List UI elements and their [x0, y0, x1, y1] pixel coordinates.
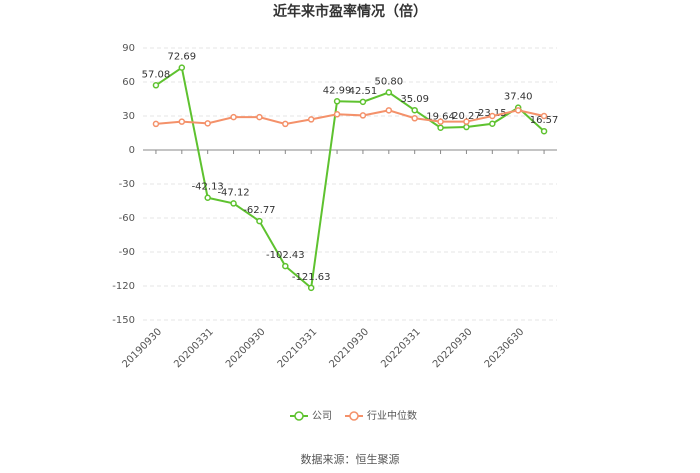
y-tick-label: 60 [122, 77, 135, 88]
point [463, 123, 470, 131]
data-label: 42.51 [349, 86, 378, 97]
point [152, 82, 160, 89]
data-label: -121.63 [292, 272, 331, 283]
point [540, 112, 548, 120]
legend-marker [349, 411, 359, 421]
point [204, 120, 211, 127]
point [282, 262, 289, 270]
data-label: 19.64 [426, 112, 455, 123]
point [230, 113, 237, 121]
x-tick-label: 20210331 [276, 326, 320, 370]
point [256, 217, 263, 225]
point [385, 107, 393, 114]
data-label: 72.69 [167, 52, 196, 63]
point [178, 118, 186, 125]
point [385, 89, 393, 96]
series-line [155, 65, 545, 290]
point [489, 112, 496, 120]
point [489, 120, 496, 128]
legend-marker [294, 411, 304, 421]
y-tick-label: 30 [122, 111, 135, 122]
data-label: 35.09 [400, 94, 429, 105]
x-tick-label: 20200930 [224, 326, 268, 370]
point [282, 120, 289, 128]
y-tick-label: -120 [112, 281, 135, 292]
y-tick-label: -60 [119, 213, 135, 224]
data-label: -42.13 [192, 182, 224, 193]
data-label: -62.77 [243, 205, 275, 216]
source: 数据来源：恒生聚源 [301, 452, 400, 466]
data-label: 16.57 [530, 115, 559, 126]
legend-label: 行业中位数 [367, 409, 417, 422]
y-tick-label: 0 [129, 145, 135, 156]
point [307, 116, 315, 123]
point [204, 194, 211, 201]
x-tick-label: 20190930 [120, 326, 164, 370]
series-line [155, 109, 545, 125]
point [230, 200, 237, 207]
point [411, 106, 418, 114]
point [178, 64, 186, 71]
point [359, 98, 367, 106]
point [333, 98, 341, 105]
point [256, 113, 263, 121]
point [514, 107, 522, 114]
data-label: 42.99 [323, 85, 352, 96]
point [463, 118, 470, 125]
data-label: 57.08 [142, 69, 171, 80]
data-label: 20.27 [452, 111, 481, 122]
point [307, 284, 315, 292]
x-tick-label: 20230630 [483, 326, 527, 370]
legend-label: 公司 [312, 411, 332, 422]
point [437, 124, 444, 131]
data-label: -47.12 [217, 187, 249, 198]
y-tick-label: -30 [119, 179, 135, 190]
point [540, 127, 548, 135]
data-label: 37.40 [504, 92, 533, 103]
data-label: 50.80 [374, 76, 403, 87]
point [333, 111, 341, 118]
y-tick-label: -150 [112, 315, 135, 326]
data-label: -102.43 [266, 250, 305, 261]
x-tick-label: 20200331 [172, 326, 216, 370]
y-tick-label: 90 [122, 43, 135, 54]
y-tick-label: -90 [119, 247, 135, 258]
point [437, 118, 444, 125]
x-tick-label: 20220930 [431, 326, 475, 370]
chart-title: 近年来市盈率情况（倍） [273, 3, 427, 20]
point [359, 112, 367, 119]
point [411, 115, 418, 122]
x-tick-label: 20210930 [327, 326, 371, 370]
point [152, 120, 160, 128]
x-tick-label: 20220331 [379, 326, 423, 370]
